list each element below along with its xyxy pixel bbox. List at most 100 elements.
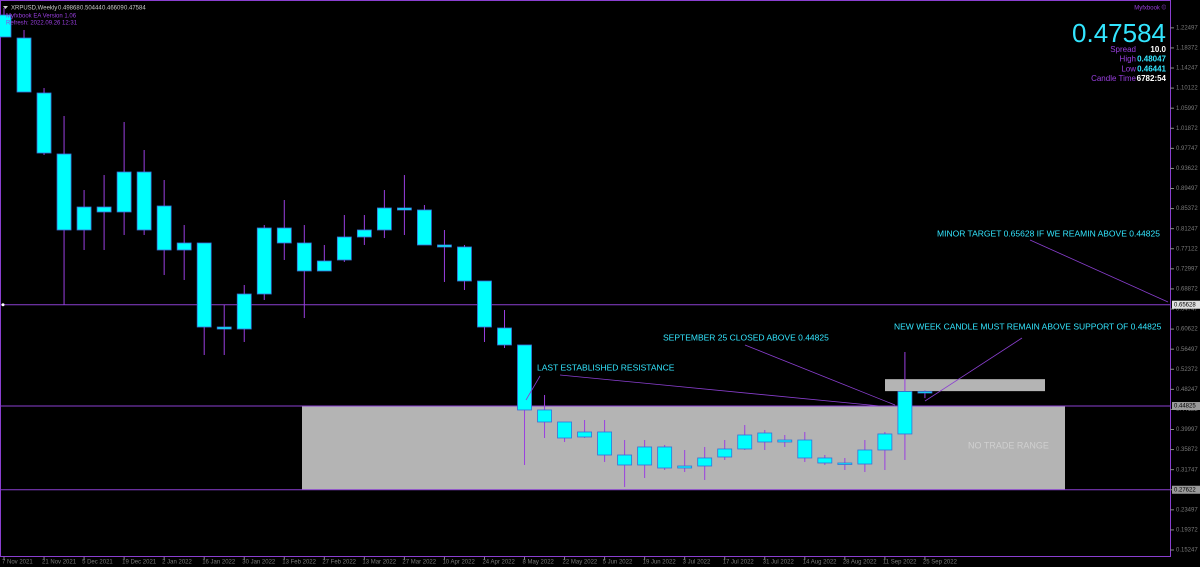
candle-body [857,449,873,465]
x-tick-label: 19 Jun 2022 [643,560,677,566]
candle-body [517,344,532,411]
y-tick-label: 0.97747 [1176,146,1198,152]
y-tick-label: 1.22497 [1176,25,1198,31]
candle-body [156,205,172,251]
candle-body [877,433,893,451]
candle-body [196,242,212,328]
symbol: XRPUSD,Weekly [11,6,57,12]
candle-body [557,421,572,439]
candle-body [376,207,392,231]
x-tick-label: 27 Feb 2022 [322,560,356,566]
candle-body [236,293,252,330]
y-tick-label: 0.64747 [1176,307,1198,313]
x-tick-label: 13 Mar 2022 [362,560,396,566]
candle-body [276,227,292,244]
candle-body [577,431,592,438]
ohlc-value: 0.47584 [124,6,146,12]
y-tick-label: 0.39997 [1176,427,1198,433]
x-tick-label: 10 Apr 2022 [442,560,475,566]
x-tick-label: 24 Apr 2022 [482,560,515,566]
candle-body [597,431,612,456]
x-tick-label: 16 Jan 2022 [202,560,236,566]
candle-body [757,432,773,443]
info: Myfxbook EA Version 1.06 [6,14,77,20]
candle-body [176,242,192,251]
candle-body [56,153,72,231]
candle-body [457,246,472,282]
symbol-arrow [3,6,8,9]
candle-body [76,206,92,231]
annotation: NEW WEEK CANDLE MUST REMAIN ABOVE SUPPOR… [894,321,1162,331]
candle-body [316,260,332,272]
candle-body [396,207,412,211]
y-tick-label: 0.44122 [1176,407,1198,413]
zone [885,379,1045,392]
candle-body [136,171,152,231]
candle-body [817,457,833,464]
candle-body [437,244,452,248]
candle-body [116,171,132,213]
x-tick-label: 30 Jan 2022 [242,560,276,566]
annotation: LAST ESTABLISHED RESISTANCE [537,362,675,372]
level-tag [1172,485,1200,494]
y-tick-label: 0.93622 [1176,166,1198,172]
annotation-arrow [559,374,881,407]
y-tick-label: 1.10122 [1176,86,1198,92]
candle-body [36,92,52,154]
y-tick-label: 0.15247 [1176,548,1198,554]
zone [302,406,1065,490]
panel-value: 10.0 [1150,45,1166,54]
level-label: 0.27622 [1174,487,1196,493]
candle-body [216,326,232,330]
candle-body [917,391,933,394]
y-tick-label: 0.68872 [1176,287,1198,293]
x-tick-label: 11 Sep 2022 [883,560,917,566]
candle-body [497,327,512,346]
x-tick-label: 25 Sep 2022 [923,560,958,566]
x-tick-label: 5 Dec 2021 [82,560,113,566]
y-tick-label: 0.35872 [1176,447,1198,453]
level-tag [1172,402,1200,411]
y-tick-label: 0.77122 [1176,246,1198,252]
x-tick-label: 19 Dec 2021 [122,560,157,566]
x-tick-label: 8 May 2022 [523,560,555,566]
y-tick-label: 0.60622 [1176,327,1198,333]
panel-label: Candle Time [1091,74,1136,83]
annotation: SEPTEMBER 25 CLOSED ABOVE 0.44825 [663,332,829,342]
candle-body [256,227,272,295]
x-tick-label: 28 Aug 2022 [843,560,877,566]
x-tick-label: 14 Aug 2022 [803,560,837,566]
candle-body [336,236,352,261]
level-dot [1,303,5,307]
y-tick-label: 0.52372 [1176,367,1198,373]
annotation: MINOR TARGET 0.65628 IF WE REAMIN ABOVE … [937,228,1160,238]
y-tick-label: 0.89497 [1176,186,1198,192]
x-tick-label: 7 Nov 2021 [2,560,33,566]
candle-body [897,391,913,435]
candle-body [296,242,312,272]
candle-body [637,446,653,466]
panel-label: Low [1121,64,1136,73]
y-tick-label: 0.81247 [1176,226,1198,232]
plot-border [0,0,1171,557]
zone-label: NO TRADE RANGE [968,440,1049,450]
ohlc-value: 0.49868 [58,6,80,12]
candle-body [777,439,793,443]
x-tick-label: 3 Jul 2022 [683,560,711,566]
candle-body [537,409,552,423]
panel-label: High [1120,55,1136,64]
candle-body [677,465,693,469]
x-tick-label: 17 Jul 2022 [723,560,755,566]
candle-body [617,454,633,466]
x-tick-label: 2 Jan 2022 [162,560,192,566]
y-tick-label: 1.05997 [1176,106,1198,112]
annotation-arrow [924,337,1023,402]
price: 0.47584 [1072,18,1166,48]
annotation-arrow [1029,239,1169,303]
y-tick-label: 0.23497 [1176,507,1198,513]
info: Refresh: 2022.09.26 12:31 [6,21,78,27]
candle-body [477,280,492,328]
y-tick-label: 1.14247 [1176,66,1198,72]
